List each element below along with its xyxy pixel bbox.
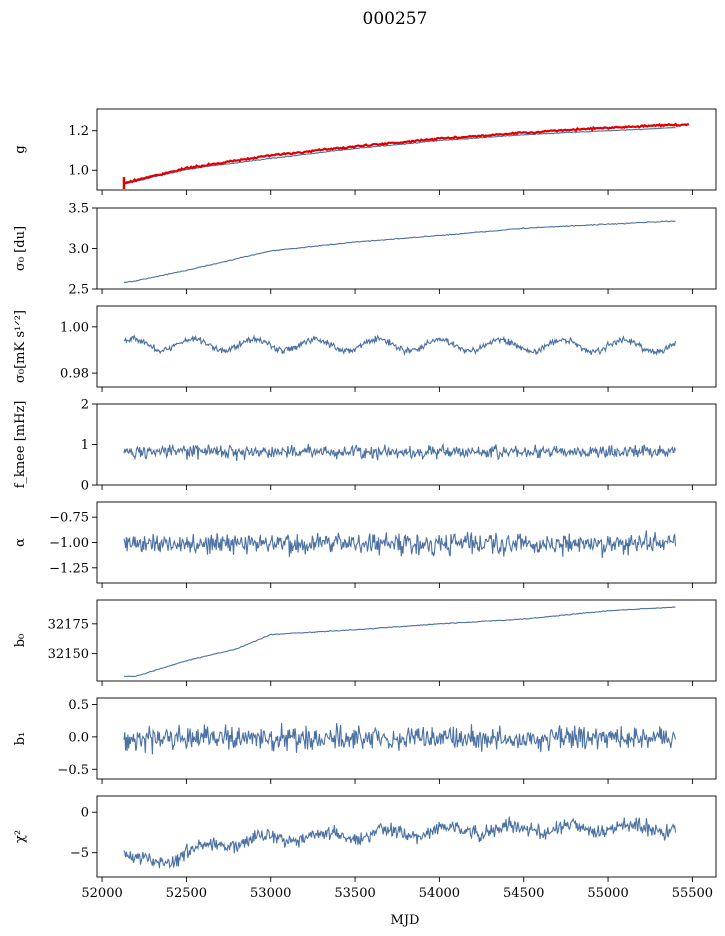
panel-frame-sigma0_du	[96, 207, 717, 290]
x-tick-label: 53500	[334, 886, 375, 901]
panel-chi2: −5 0 52000 52500 53000 53500 54000 54500 55000 55…	[13, 795, 717, 901]
y-tick-label-sigma0_du: 3.5	[68, 202, 89, 217]
y-tick-label-sigma0_du: 2.5	[68, 283, 89, 298]
figure-title: 000257	[363, 9, 428, 29]
panel-b1: −0.5 0.0 0.5 b₁	[13, 697, 717, 784]
y-tick-label-b1: 0.0	[68, 730, 89, 745]
panel-fknee: 0 1 2 f_knee [mHz]	[13, 398, 717, 494]
x-tick-label: 54500	[503, 886, 544, 901]
panel-frame-b1	[96, 697, 717, 780]
y-axis-label-g: g	[13, 145, 28, 153]
y-tick-label-alpha: −1.25	[49, 561, 89, 576]
panel-frame-sigma0_mks	[96, 305, 717, 388]
y-tick-label-g: 1.0	[68, 164, 89, 179]
panel-sigma0_mks: 0.98 1.00 σ₀[mK s¹ᐟ²]	[13, 305, 717, 392]
series-line-fknee-blue	[123, 442, 677, 462]
series-line-b1-blue	[123, 722, 677, 755]
y-axis-label-b1: b₁	[13, 732, 28, 746]
y-tick-label-b1: −0.5	[57, 763, 89, 778]
panel-g: 1.0 1.2 g	[13, 108, 717, 195]
x-tick-label: 52500	[166, 886, 207, 901]
panel-b0: 32150 32175 b₀	[13, 599, 717, 686]
series-line-b0-blue	[123, 606, 676, 678]
panel-sigma0_du: 2.5 3.0 3.5 σ₀ [du]	[13, 202, 717, 298]
subplot-stack: 1.0 1.2 g 2.5 3.0 3.5 σ₀ [du] 0.98 1.00 σ₀[mK s¹ᐟ…	[13, 108, 717, 901]
series-line-g-red	[123, 122, 690, 185]
series-line-g-blue	[123, 126, 676, 185]
panel-frame-chi2	[96, 795, 717, 878]
series-line-alpha-blue	[123, 530, 677, 558]
y-tick-label-alpha: −0.75	[49, 511, 89, 526]
y-tick-label-sigma0_mks: 1.00	[60, 320, 89, 335]
y-tick-label-fknee: 1	[81, 438, 89, 453]
x-tick-label: 55500	[672, 886, 713, 901]
y-tick-label-chi2: −5	[70, 846, 89, 861]
y-tick-label-alpha: −1.00	[49, 536, 89, 551]
panel-frame-fknee	[96, 403, 717, 486]
x-tick-label: 55000	[587, 886, 628, 901]
y-tick-label-b0: 32150	[48, 647, 89, 662]
panel-alpha: −1.25 −1.00 −0.75 α	[13, 501, 717, 588]
x-axis-label: MJD	[391, 913, 420, 928]
y-tick-label-sigma0_du: 3.0	[68, 242, 89, 257]
y-axis-label-b0: b₀	[13, 634, 28, 648]
y-tick-label-g: 1.2	[68, 124, 89, 139]
y-tick-label-b1: 0.5	[68, 698, 89, 713]
y-tick-label-fknee: 2	[81, 398, 89, 413]
y-axis-label-sigma0_mks: σ₀[mK s¹ᐟ²]	[13, 310, 28, 383]
y-axis-label-fknee: f_knee [mHz]	[13, 401, 28, 489]
series-line-sigma0_mks-blue	[123, 334, 677, 357]
y-tick-label-sigma0_mks: 0.98	[60, 367, 89, 382]
panel-frame-b0	[96, 599, 717, 682]
y-tick-label-fknee: 0	[81, 479, 89, 494]
x-tick-label: 54000	[419, 886, 460, 901]
y-axis-label-chi2: χ²	[13, 830, 28, 843]
y-tick-label-b0: 32175	[48, 617, 89, 632]
x-tick-label: 53000	[250, 886, 291, 901]
series-line-sigma0_du-blue	[123, 220, 676, 283]
y-axis-label-sigma0_du: σ₀ [du]	[13, 226, 28, 271]
y-axis-label-alpha: α	[13, 538, 28, 547]
y-tick-label-chi2: 0	[81, 806, 89, 821]
series-line-chi2-blue	[123, 816, 677, 869]
panel-frame-g	[96, 108, 717, 191]
x-tick-label: 52000	[81, 886, 122, 901]
